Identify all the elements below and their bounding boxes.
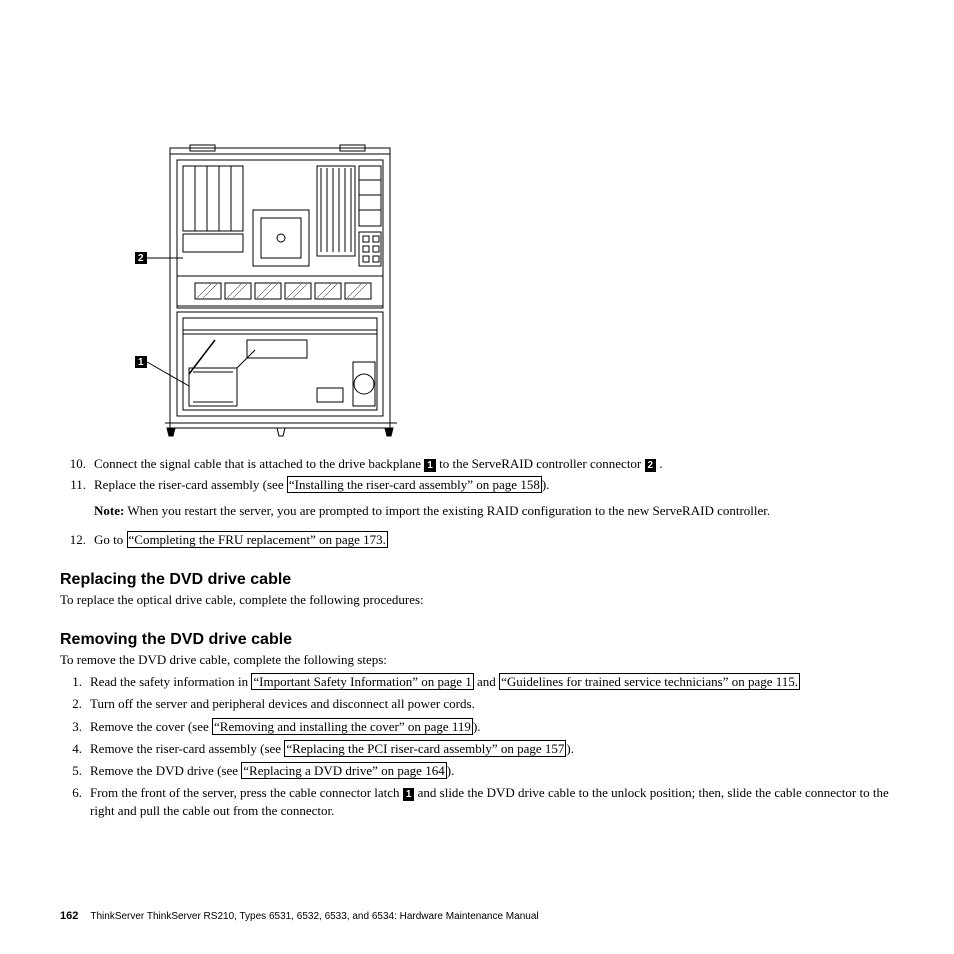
remove-step-5: 5. Remove the DVD drive (see “Replacing … <box>60 762 894 780</box>
xref-removing-cover[interactable]: “Removing and installing the cover” on p… <box>212 718 473 735</box>
heading-removing: Removing the DVD drive cable <box>60 631 894 649</box>
heading-replacing: Replacing the DVD drive cable <box>60 571 894 589</box>
page-footer: 162 ThinkServer ThinkServer RS210, Types … <box>60 910 539 922</box>
callout-1-step6: 1 <box>403 788 415 801</box>
step-12: 12. Go to “Completing the FRU replacemen… <box>60 531 894 549</box>
xref-install-riser[interactable]: “Installing the riser-card assembly” on … <box>287 476 542 493</box>
remove-step-1: 1. Read the safety information in “Impor… <box>60 673 894 691</box>
intro-removing: To remove the DVD drive cable, complete … <box>60 651 894 669</box>
remove-step-2: 2. Turn off the server and peripheral de… <box>60 695 894 713</box>
callout-1-inline: 1 <box>424 459 436 472</box>
svg-text:1: 1 <box>138 357 144 368</box>
xref-safety-info[interactable]: “Important Safety Information” on page 1 <box>251 673 473 690</box>
footer-text: ThinkServer ThinkServer RS210, Types 653… <box>90 911 538 922</box>
server-diagram: 2 1 <box>135 140 425 445</box>
remove-step-4: 4. Remove the riser-card assembly (see “… <box>60 740 894 758</box>
steps-continuation: 10. Connect the signal cable that is att… <box>60 455 894 494</box>
xref-replacing-dvd[interactable]: “Replacing a DVD drive” on page 164 <box>241 762 446 779</box>
xref-completing-fru[interactable]: “Completing the FRU replacement” on page… <box>127 531 388 548</box>
intro-replacing: To replace the optical drive cable, comp… <box>60 591 894 609</box>
steps-removing: 1. Read the safety information in “Impor… <box>60 673 894 820</box>
xref-replacing-riser[interactable]: “Replacing the PCI riser-card assembly” … <box>284 740 566 757</box>
step-11: 11. Replace the riser-card assembly (see… <box>60 476 894 494</box>
step-10: 10. Connect the signal cable that is att… <box>60 455 894 473</box>
page-number: 162 <box>60 910 78 922</box>
remove-step-6: 6. From the front of the server, press t… <box>60 784 894 820</box>
svg-text:2: 2 <box>138 253 144 264</box>
note: Note: When you restart the server, you a… <box>94 502 894 520</box>
callout-2-inline: 2 <box>645 459 657 472</box>
remove-step-3: 3. Remove the cover (see “Removing and i… <box>60 718 894 736</box>
xref-guidelines[interactable]: “Guidelines for trained service technici… <box>499 673 800 690</box>
